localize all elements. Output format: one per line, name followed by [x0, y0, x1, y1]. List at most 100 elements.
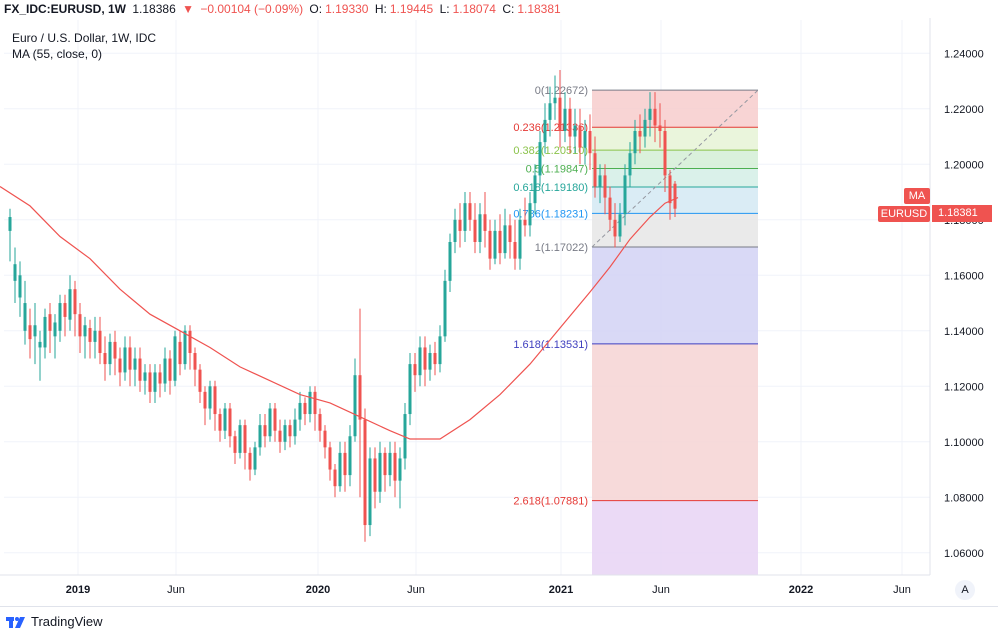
- candle-body: [18, 275, 22, 298]
- candle-body: [228, 408, 232, 437]
- candle-body: [493, 230, 497, 259]
- candle-body: [518, 219, 522, 259]
- candle-body: [483, 214, 487, 231]
- candle-body: [338, 452, 342, 487]
- candle-body: [658, 125, 662, 131]
- candle-body: [663, 131, 667, 176]
- candle-body: [388, 452, 392, 476]
- fib-level-label: 0.236(1.21336): [513, 122, 588, 134]
- fib-level-label: 1(1.17022): [535, 242, 588, 254]
- candle-body: [148, 372, 152, 392]
- candle-body: [583, 131, 587, 148]
- candle-body: [323, 430, 327, 448]
- candle-body: [628, 153, 632, 176]
- x-tick-label: Jun: [407, 584, 425, 596]
- candle-body: [233, 436, 237, 453]
- candle-body: [118, 358, 122, 373]
- candle-body: [588, 131, 592, 154]
- candle-body: [33, 325, 37, 337]
- candle-body: [513, 242, 517, 259]
- candle-body: [538, 142, 542, 176]
- candle-body: [438, 336, 442, 365]
- candle-body: [533, 175, 537, 204]
- candle-body: [68, 289, 72, 320]
- candle-body: [218, 414, 222, 431]
- candle-body: [38, 341, 42, 348]
- close-label: C:: [502, 2, 515, 16]
- candle-body: [183, 330, 187, 365]
- y-tick-label: 1.16000: [944, 270, 984, 282]
- candle-body: [508, 225, 512, 242]
- fib-level-label: 2.618(1.07881): [513, 496, 588, 508]
- candle-body: [268, 408, 272, 437]
- candle-body: [283, 425, 287, 442]
- candle-body: [443, 280, 447, 337]
- candle-body: [578, 125, 582, 148]
- candle-body: [158, 372, 162, 384]
- x-tick-label: Jun: [893, 584, 911, 596]
- candle-body: [143, 372, 147, 381]
- ma-tag: MA: [904, 188, 930, 204]
- candle-body: [43, 316, 47, 348]
- candle-body: [98, 330, 102, 353]
- candle-body: [168, 358, 172, 381]
- candle-body: [173, 336, 177, 381]
- y-tick-label: 1.08000: [944, 492, 984, 504]
- candle-body: [528, 203, 532, 226]
- chart-title[interactable]: Euro / U.S. Dollar, 1W, IDC: [12, 31, 157, 45]
- candle-body: [608, 197, 612, 220]
- y-tick-label: 1.06000: [944, 548, 984, 560]
- candle-body: [103, 353, 107, 365]
- candle-body: [638, 131, 642, 137]
- candle-body: [568, 108, 572, 137]
- tradingview-logo[interactable]: TradingView: [6, 614, 103, 629]
- candle-body: [328, 447, 332, 470]
- candle-body: [358, 375, 362, 420]
- candle-body: [488, 230, 492, 259]
- fib-zone: [592, 127, 758, 151]
- candle-body: [548, 103, 552, 120]
- candle-body: [238, 425, 242, 453]
- candle-body: [138, 358, 142, 381]
- high-value: 1.19445: [389, 2, 434, 16]
- current-price-tag: 1.18381: [932, 205, 992, 222]
- candle-body: [643, 119, 647, 137]
- candle-body: [193, 353, 197, 370]
- candle-body: [293, 419, 297, 437]
- candle-body: [333, 469, 337, 487]
- candle-body: [398, 458, 402, 481]
- candle-body: [563, 108, 567, 131]
- symbol-title[interactable]: FX_IDC:EURUSD, 1W: [4, 2, 127, 16]
- chart-legend: Euro / U.S. Dollar, 1W, IDC MA (55, clos…: [12, 30, 156, 62]
- down-arrow-icon: ▼: [182, 2, 194, 16]
- low-label: L:: [439, 2, 450, 16]
- fib-level-label: 0.382(1.20510): [513, 145, 588, 157]
- candle-body: [273, 408, 277, 431]
- fib-zone: [592, 500, 758, 575]
- x-tick-label: 2022: [789, 584, 813, 596]
- candle-body: [248, 452, 252, 470]
- candle-body: [343, 452, 347, 476]
- candle-body: [448, 242, 452, 281]
- low-value: 1.18074: [452, 2, 496, 16]
- candle-body: [108, 341, 112, 365]
- candle-body: [503, 225, 507, 254]
- high-label: H:: [374, 2, 387, 16]
- footer: TradingView: [0, 606, 998, 636]
- candle-body: [253, 447, 257, 470]
- candle-body: [648, 108, 652, 120]
- price-chart[interactable]: 0(1.22672) 0.236(1.21336) 0.382(1.20510) 0.…: [0, 18, 998, 608]
- price-change: −0.00104 (−0.09%): [200, 2, 304, 16]
- candle-body: [668, 175, 672, 204]
- candle-body: [203, 391, 207, 409]
- fib-level-label: 0.786(1.18231): [513, 208, 588, 220]
- indicator-label[interactable]: MA (55, close, 0): [12, 47, 103, 61]
- candle-body: [53, 322, 57, 337]
- candle-body: [63, 303, 67, 317]
- x-tick-label: 2021: [549, 584, 573, 596]
- candle-body: [403, 414, 407, 459]
- x-tick-label: 2020: [306, 584, 330, 596]
- auto-scale-button[interactable]: A: [955, 580, 975, 600]
- ma-line: [0, 185, 679, 440]
- fib-zone: [592, 246, 758, 344]
